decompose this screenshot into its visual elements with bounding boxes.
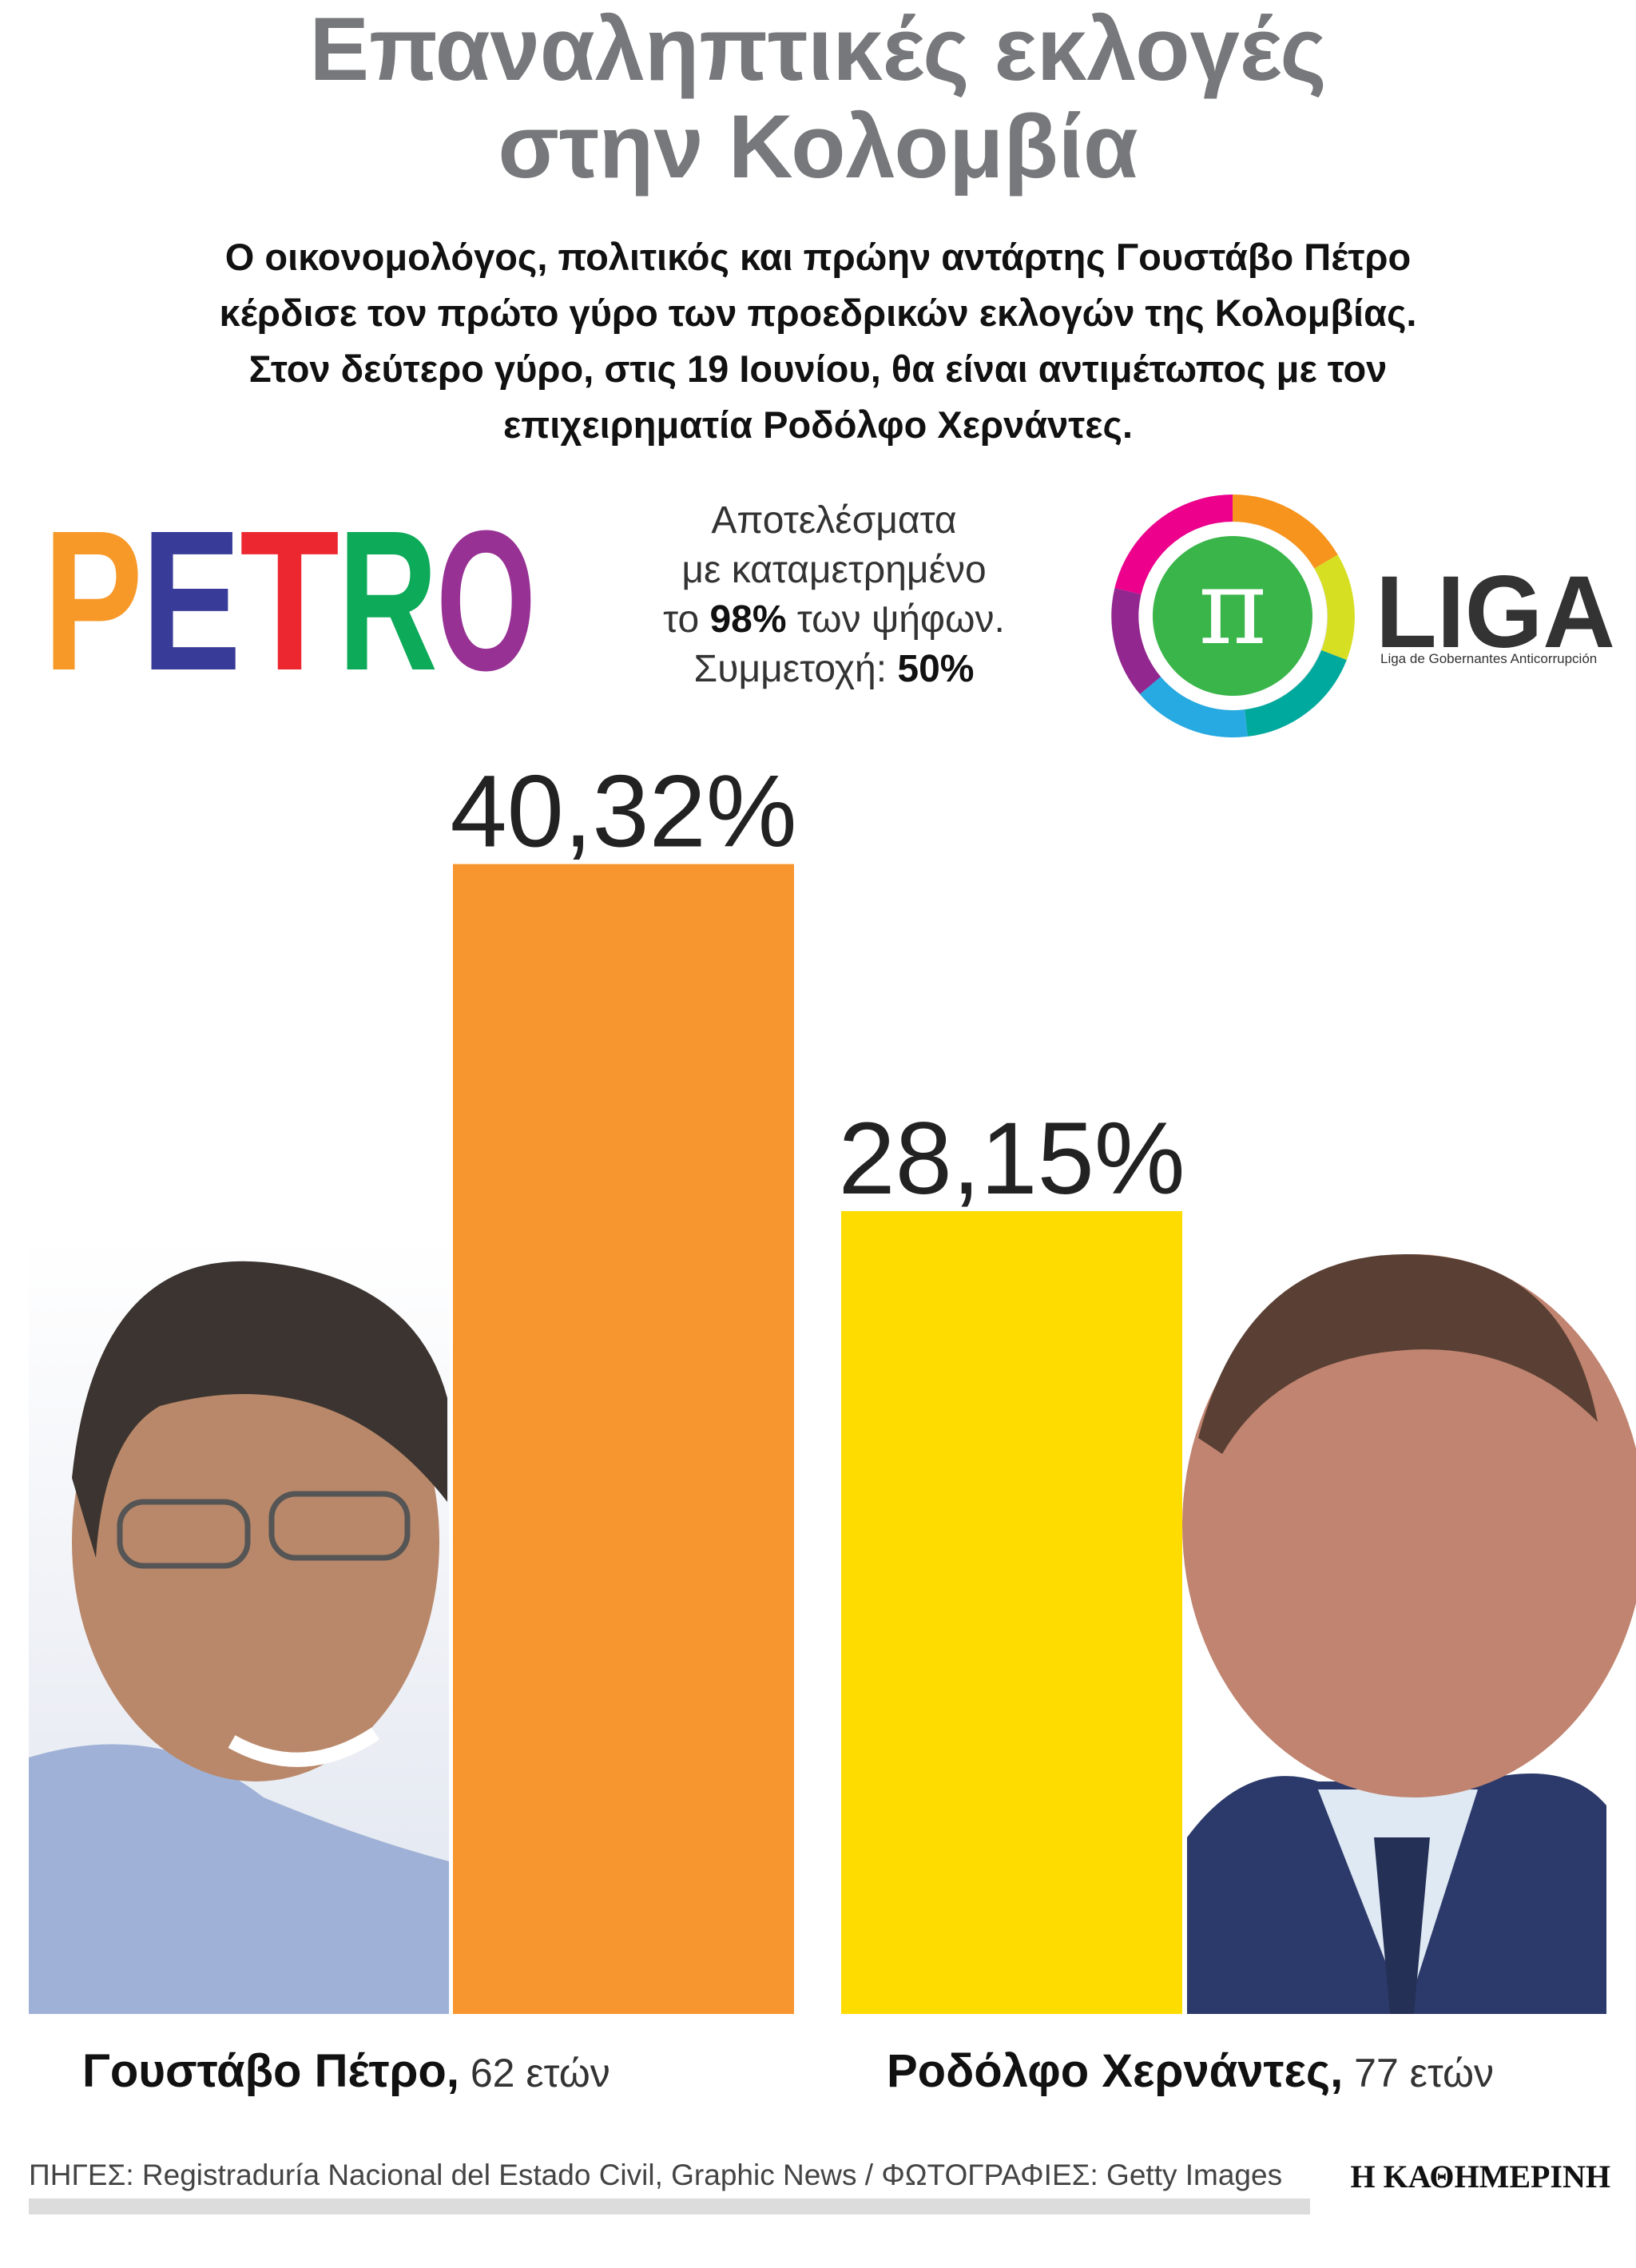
candidate-name: Ροδόλφο Χερνάντες, xyxy=(887,2045,1343,2097)
candidate-name: Γουστάβο Πέτρο, xyxy=(82,2045,459,2097)
candidate-age: 77 ετών xyxy=(1343,2051,1494,2095)
subtitle-line: Στον δεύτερο γύρο, στις 19 Ιουνίου, θα ε… xyxy=(249,348,1388,390)
liga-subtitle: Liga de Gobernantes Anticorrupción xyxy=(1380,651,1597,666)
subtitle-line: Ο οικονομολόγος, πολιτικός και πρώην αντ… xyxy=(225,236,1411,278)
note-part: Αποτελέσματα xyxy=(711,499,956,542)
petro-letter: T xyxy=(240,489,340,712)
bar xyxy=(841,1211,1182,2014)
petro-letter: O xyxy=(436,489,536,712)
liga-logo xyxy=(1111,494,1355,738)
value-label: 28,15% xyxy=(838,1102,1185,1216)
bar xyxy=(453,864,794,2014)
note-line: με καταμετρημένο xyxy=(681,549,986,591)
liga-name: LIGA xyxy=(1376,555,1615,669)
candidate-age: 62 ετών xyxy=(459,2051,610,2095)
note-line: Συμμετοχή: 50% xyxy=(694,648,975,690)
note-part: των ψήφων. xyxy=(787,598,1005,641)
value-label: 40,32% xyxy=(450,755,796,869)
source: ΠΗΓΕΣ: Registraduría Nacional del Estado… xyxy=(29,2159,1282,2191)
petro-letter: R xyxy=(338,489,438,712)
footer-bar xyxy=(29,2198,1310,2214)
title-line: Επαναληπτικές εκλογές xyxy=(309,0,1326,99)
photo-petro xyxy=(29,1240,449,2014)
liga-symbol: π xyxy=(1198,546,1266,668)
note-part: 50% xyxy=(897,648,974,690)
title-line: στην Κολομβία xyxy=(498,97,1138,197)
subtitle-line: κέρδισε τον πρώτο γύρο των προεδρικών εκ… xyxy=(220,292,1417,334)
petro-letter: E xyxy=(141,489,241,712)
subtitle-line: επιχειρηματία Ροδόλφο Χερνάντες. xyxy=(503,403,1133,446)
note-part: το xyxy=(663,598,709,641)
note-part: με καταμετρημένο xyxy=(681,549,986,591)
note-part: 98% xyxy=(709,598,786,641)
petro-letter: P xyxy=(43,489,143,712)
note-part: Συμμετοχή: xyxy=(694,648,898,690)
note-line: Αποτελέσματα xyxy=(711,499,956,542)
note-line: το 98% των ψήφων. xyxy=(663,598,1005,641)
publisher: Η ΚΑΘΗΜΕΡΙΝΗ xyxy=(1351,2159,1610,2195)
candidate-label: Γουστάβο Πέτρο, 62 ετών xyxy=(82,2045,610,2097)
photo-hernandez xyxy=(1182,1240,1636,2014)
candidate-label: Ροδόλφο Χερνάντες, 77 ετών xyxy=(887,2045,1494,2097)
